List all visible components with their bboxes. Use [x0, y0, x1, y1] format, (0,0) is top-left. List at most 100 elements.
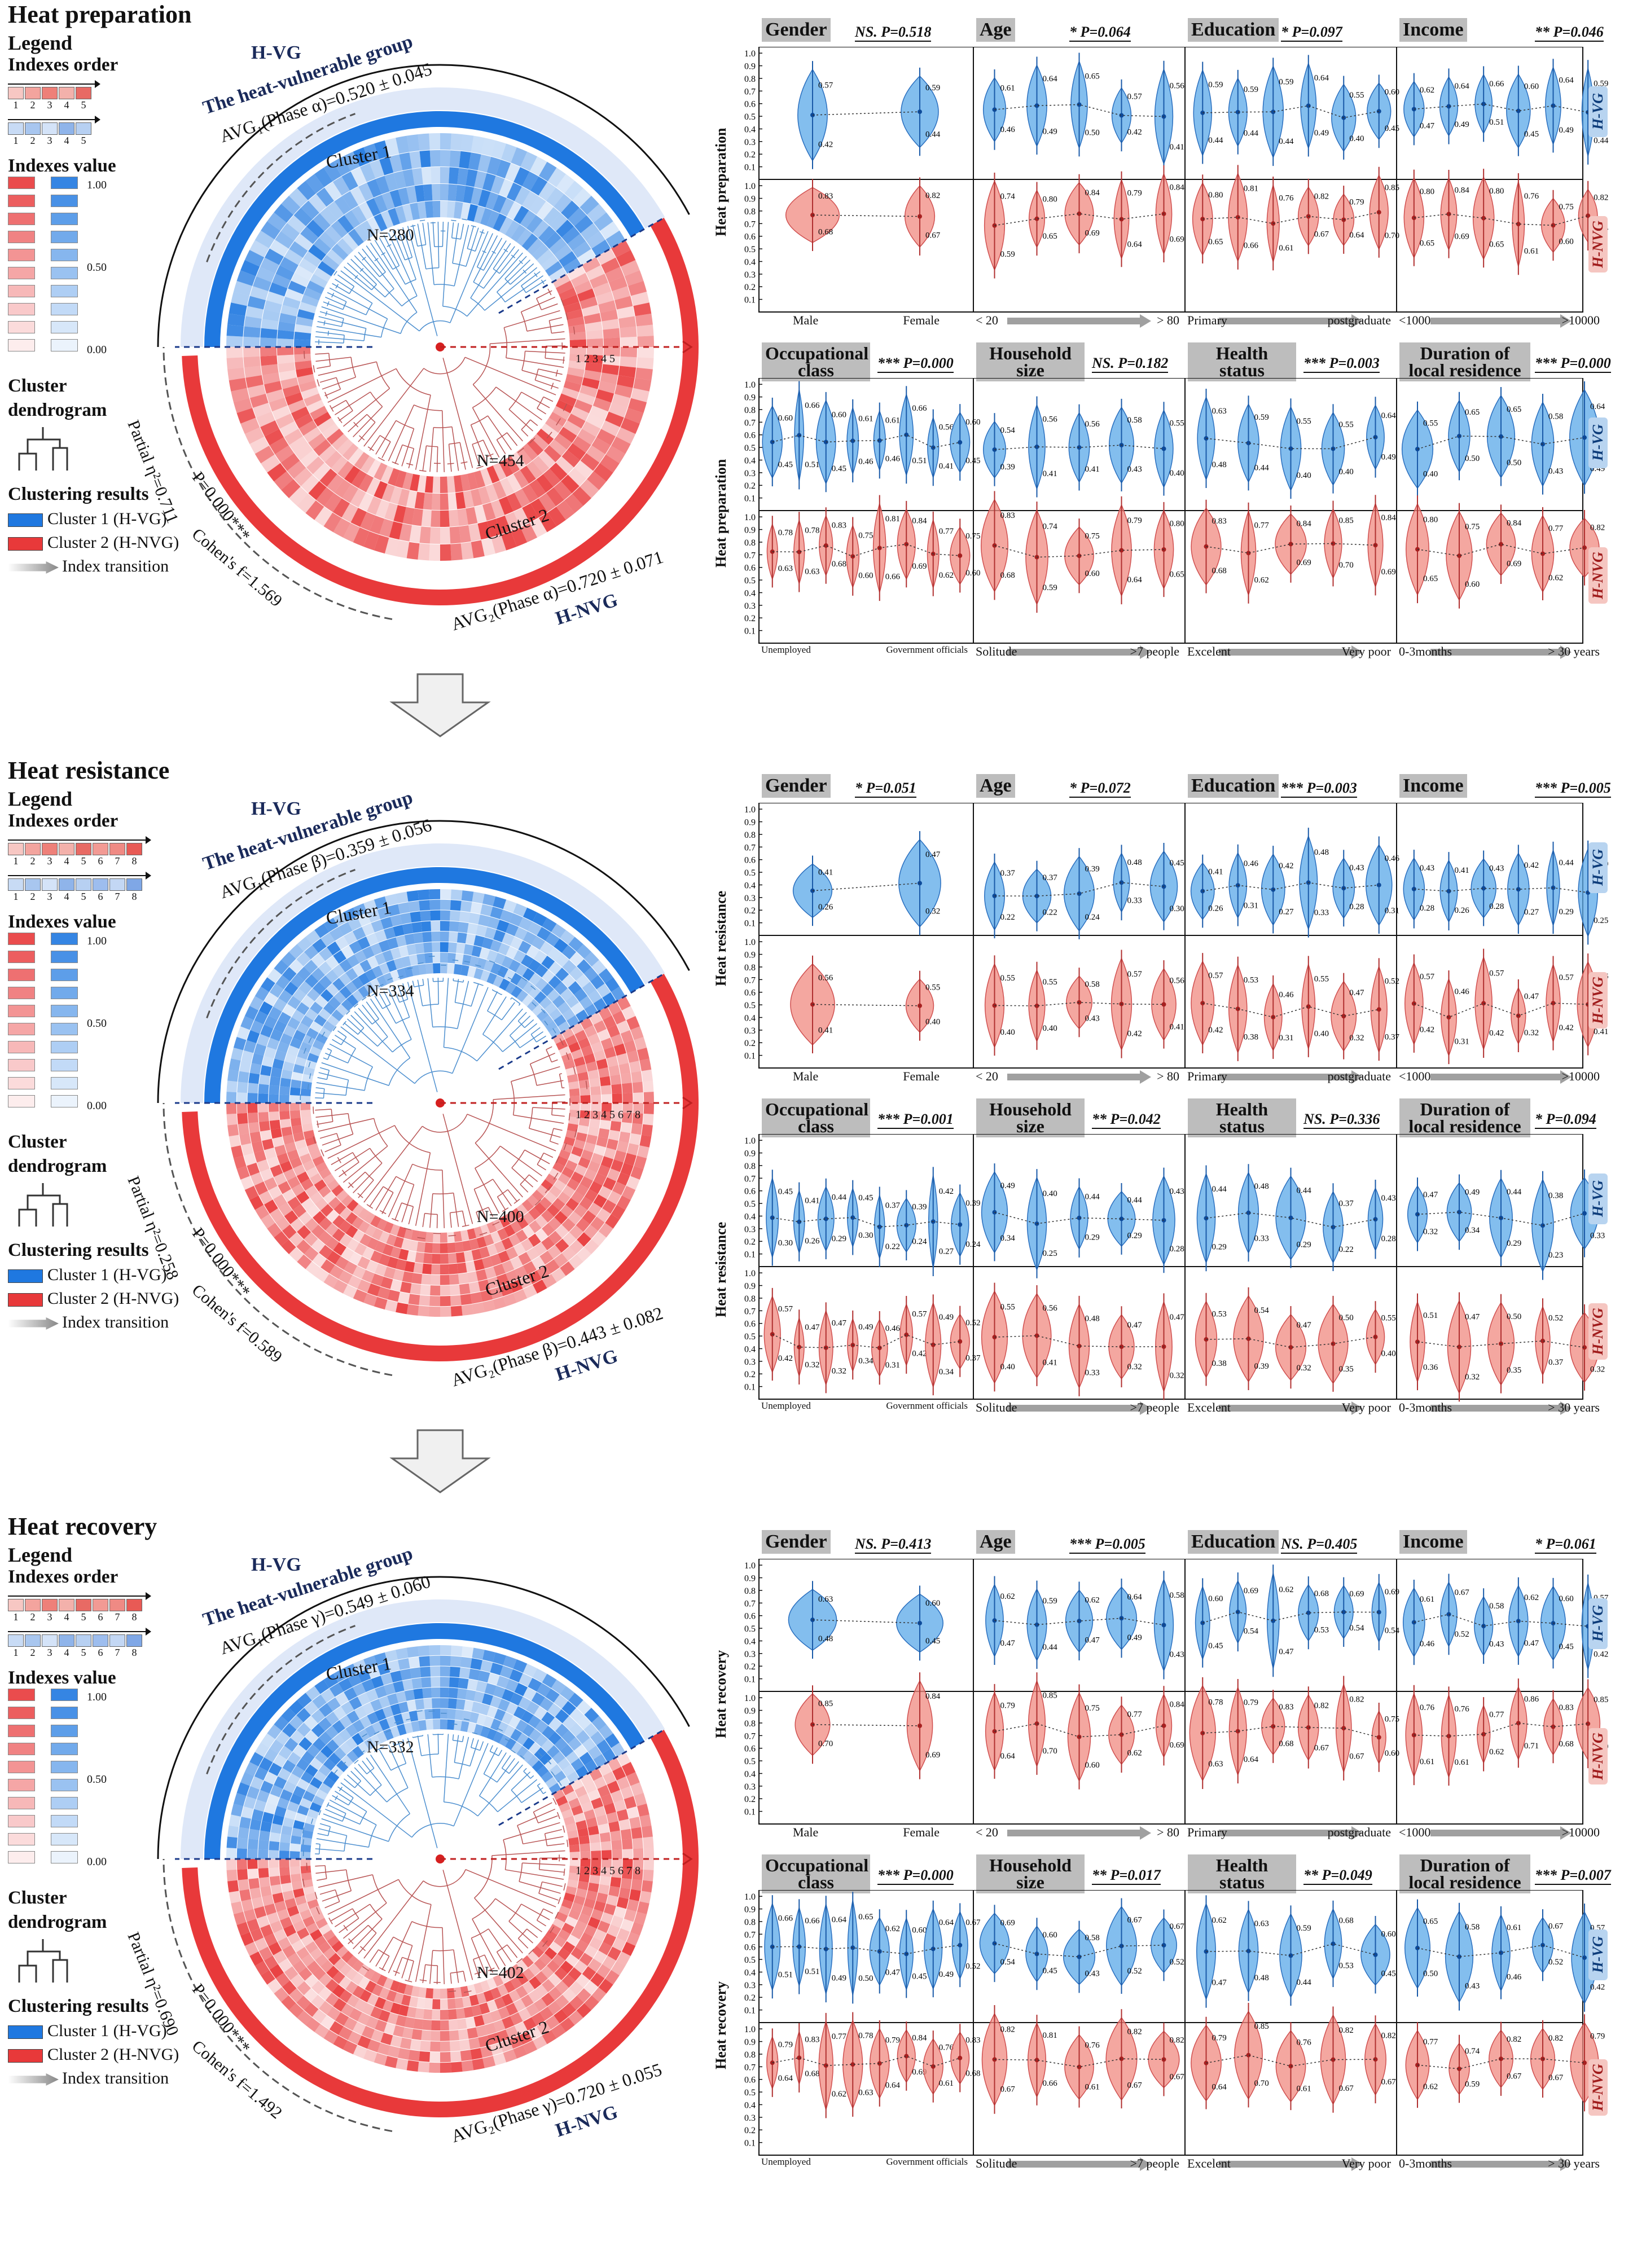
side-tag-hvg: H-VG: [1588, 1173, 1608, 1224]
violin-value: 0.31: [885, 1361, 900, 1370]
p-value: *** P=0.005: [1069, 1536, 1145, 1554]
violin-value: 0.74: [1043, 522, 1058, 531]
x-label-end: Very poor: [1185, 1400, 1391, 1415]
violin-value: 0.59: [1465, 2080, 1480, 2089]
violin-value: 0.85: [1254, 2022, 1269, 2031]
violin-value: 0.43: [1420, 864, 1434, 873]
violin-value: 0.47: [1170, 1313, 1185, 1322]
violin-value: 0.84: [1507, 518, 1522, 528]
violin-value: 0.47: [832, 1319, 847, 1328]
violin-value: 0.66: [1489, 80, 1504, 89]
y-tick: 0.8: [744, 207, 756, 217]
violin-value: 0.43: [1548, 467, 1563, 476]
violin-value: 0.78: [805, 526, 819, 535]
side-tag-hvg: H-VG: [1588, 842, 1608, 893]
violin-value: 0.49: [1381, 453, 1396, 462]
x-label-end: >10000: [1397, 1825, 1600, 1840]
y-tick: 0.7: [744, 1307, 756, 1316]
violin-value: 0.55: [1000, 974, 1015, 983]
violin-value: 0.85: [1339, 516, 1354, 525]
violin-value: 0.82: [1314, 192, 1329, 201]
violin-value: 0.45: [1043, 1967, 1057, 1976]
violin-value: 0.65: [1043, 232, 1057, 241]
violin-value: 0.22: [1043, 908, 1057, 917]
y-tick: 0.7: [744, 1174, 756, 1184]
x-label-end: Very poor: [1185, 2156, 1391, 2171]
violin-value: 0.61: [1420, 1595, 1434, 1604]
violin-value: 0.51: [805, 460, 819, 469]
y-tick: 0.3: [744, 601, 756, 611]
violin-value: 0.59: [1297, 1924, 1311, 1933]
violin-value: 0.58: [1085, 980, 1100, 989]
p-value: ** P=0.042: [1092, 1111, 1161, 1129]
y-tick: 0.1: [744, 1052, 756, 1061]
violin-value: 0.64: [1127, 575, 1143, 584]
violin-value: 0.64: [1559, 76, 1574, 85]
violin-value: 0.68: [1559, 1739, 1574, 1748]
violin-value: 0.55: [925, 983, 940, 992]
violin-value: 0.79: [885, 2036, 900, 2045]
violin-panel-top: 0.10.10.20.20.30.30.40.40.50.50.60.60.70…: [734, 1559, 1631, 1858]
violin-panel-bottom: 0.10.10.20.20.30.30.40.40.50.50.60.60.70…: [734, 1134, 1631, 1433]
x-label-end: > 30 years: [1397, 2156, 1600, 2171]
violin-value: 0.62: [1279, 1585, 1293, 1594]
violin-value: 0.65: [1489, 240, 1504, 249]
violin-value: 0.59: [1208, 81, 1223, 90]
p-value: NS. P=0.518: [855, 24, 931, 42]
violin-value: 0.41: [1170, 143, 1184, 152]
violin-value: 0.52: [1548, 1958, 1563, 1967]
violin-value: 0.50: [1423, 1970, 1438, 1979]
y-tick: 0.6: [744, 856, 756, 865]
violin-value: 0.34: [858, 1356, 874, 1365]
violin-value: 0.74: [1465, 2047, 1480, 2056]
violin-value: 0.63: [1254, 1919, 1269, 1928]
violin-value: 0.69: [1455, 232, 1469, 241]
violin-value: 0.65: [1465, 408, 1480, 417]
y-tick: 1.0: [744, 1269, 756, 1278]
p-value: ** P=0.017: [1092, 1867, 1161, 1885]
y-tick: 0.7: [744, 1731, 756, 1741]
violin-value: 0.43: [1170, 1187, 1184, 1196]
violin-value: 0.57: [1208, 972, 1223, 981]
violin-value: 0.79: [1127, 516, 1142, 525]
y-tick: 0.9: [744, 1149, 756, 1159]
y-tick: 0.6: [744, 1943, 756, 1953]
side-tag-hnvg: H-NVG: [1588, 1728, 1608, 1784]
y-tick: 0.5: [744, 2088, 756, 2098]
y-tick: 0.3: [744, 270, 756, 280]
violin-value: 0.40: [1297, 471, 1311, 480]
x-label-end: >7 people: [973, 2156, 1179, 2171]
y-tick: 0.7: [744, 975, 756, 985]
y-tick: 0.8: [744, 1294, 756, 1304]
y-axis-label: Heat recovery: [713, 1913, 730, 2138]
violin-value: 0.49: [858, 1322, 873, 1331]
median-dot: [958, 440, 962, 445]
violin-value: 0.67: [1507, 2072, 1522, 2081]
violin-value: 0.40: [1349, 134, 1364, 143]
x-label-end: > 80: [973, 313, 1179, 328]
violin-value: 0.50: [1507, 1312, 1521, 1321]
y-tick: 0.6: [744, 564, 756, 573]
violin-value: 0.46: [1385, 854, 1400, 863]
p-value: NS. P=0.182: [1092, 355, 1168, 373]
violin-value: 0.64: [885, 2081, 901, 2090]
factor-tag: Duration of local residence: [1399, 342, 1530, 381]
violin-value: 0.70: [1254, 2079, 1269, 2088]
y-tick: 0.6: [744, 1320, 756, 1329]
violin-value: 0.62: [885, 1924, 900, 1933]
p-value: *** P=0.000: [1535, 355, 1611, 373]
violin-value: 0.82: [1000, 2025, 1015, 2034]
violin-value: 0.67: [1170, 2072, 1185, 2081]
y-tick: 0.4: [744, 881, 756, 890]
violin-value: 0.60: [1385, 1749, 1399, 1758]
violin-value: 0.43: [1170, 1650, 1184, 1659]
violin-value: 0.65: [1507, 405, 1521, 414]
y-tick: 1.0: [744, 2025, 756, 2034]
violin-value: 0.49: [939, 1313, 954, 1322]
violin-value: 0.85: [818, 1699, 833, 1708]
median-dot: [958, 2056, 962, 2060]
violin-value: 0.54: [1244, 1627, 1259, 1636]
violin-value: 0.79: [1212, 2034, 1227, 2043]
violin-value: 0.24: [1085, 913, 1100, 922]
y-tick: 0.5: [744, 1199, 756, 1209]
